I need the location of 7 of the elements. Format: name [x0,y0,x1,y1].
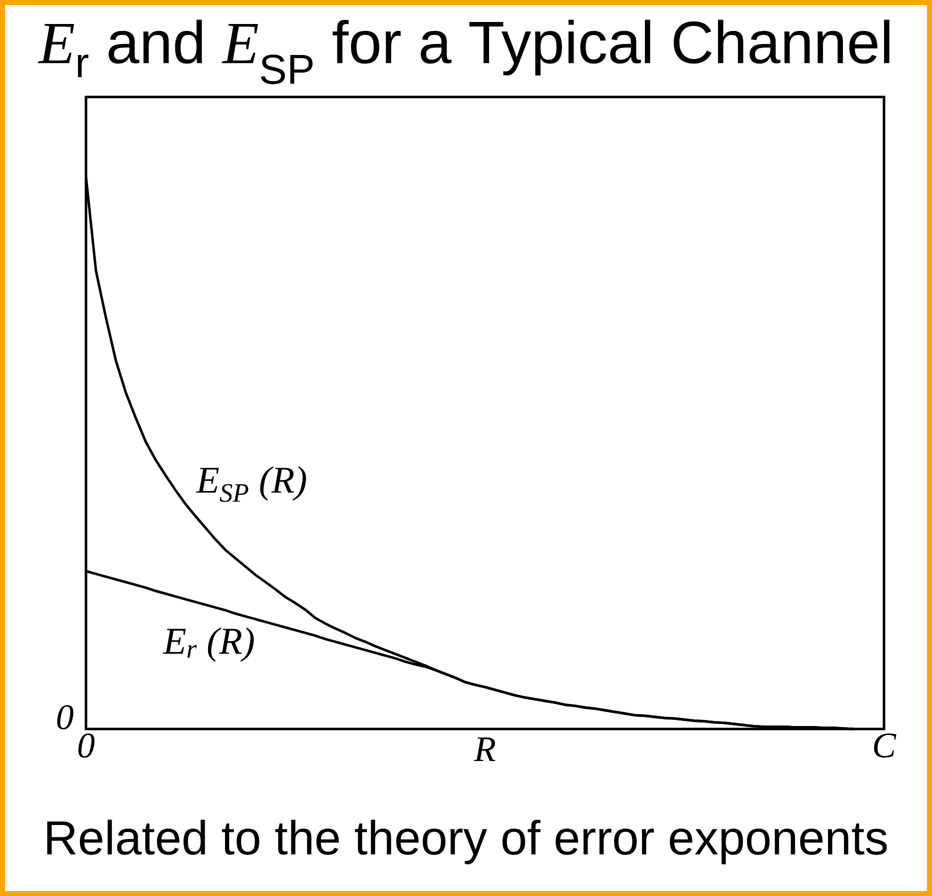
chart-title: E$_{r}$ and E$_{SP}$ for a Typical Channel [38,20,890,84]
x-axis-title: R [474,738,496,761]
text: 0 [57,705,74,730]
x-tick-label: C [874,734,896,758]
text: Related to the theory of error exponents [47,820,887,864]
series-label: E$_{SP}$ (R) [196,466,306,502]
series-label: E$_{r}$ (R) [162,627,254,662]
